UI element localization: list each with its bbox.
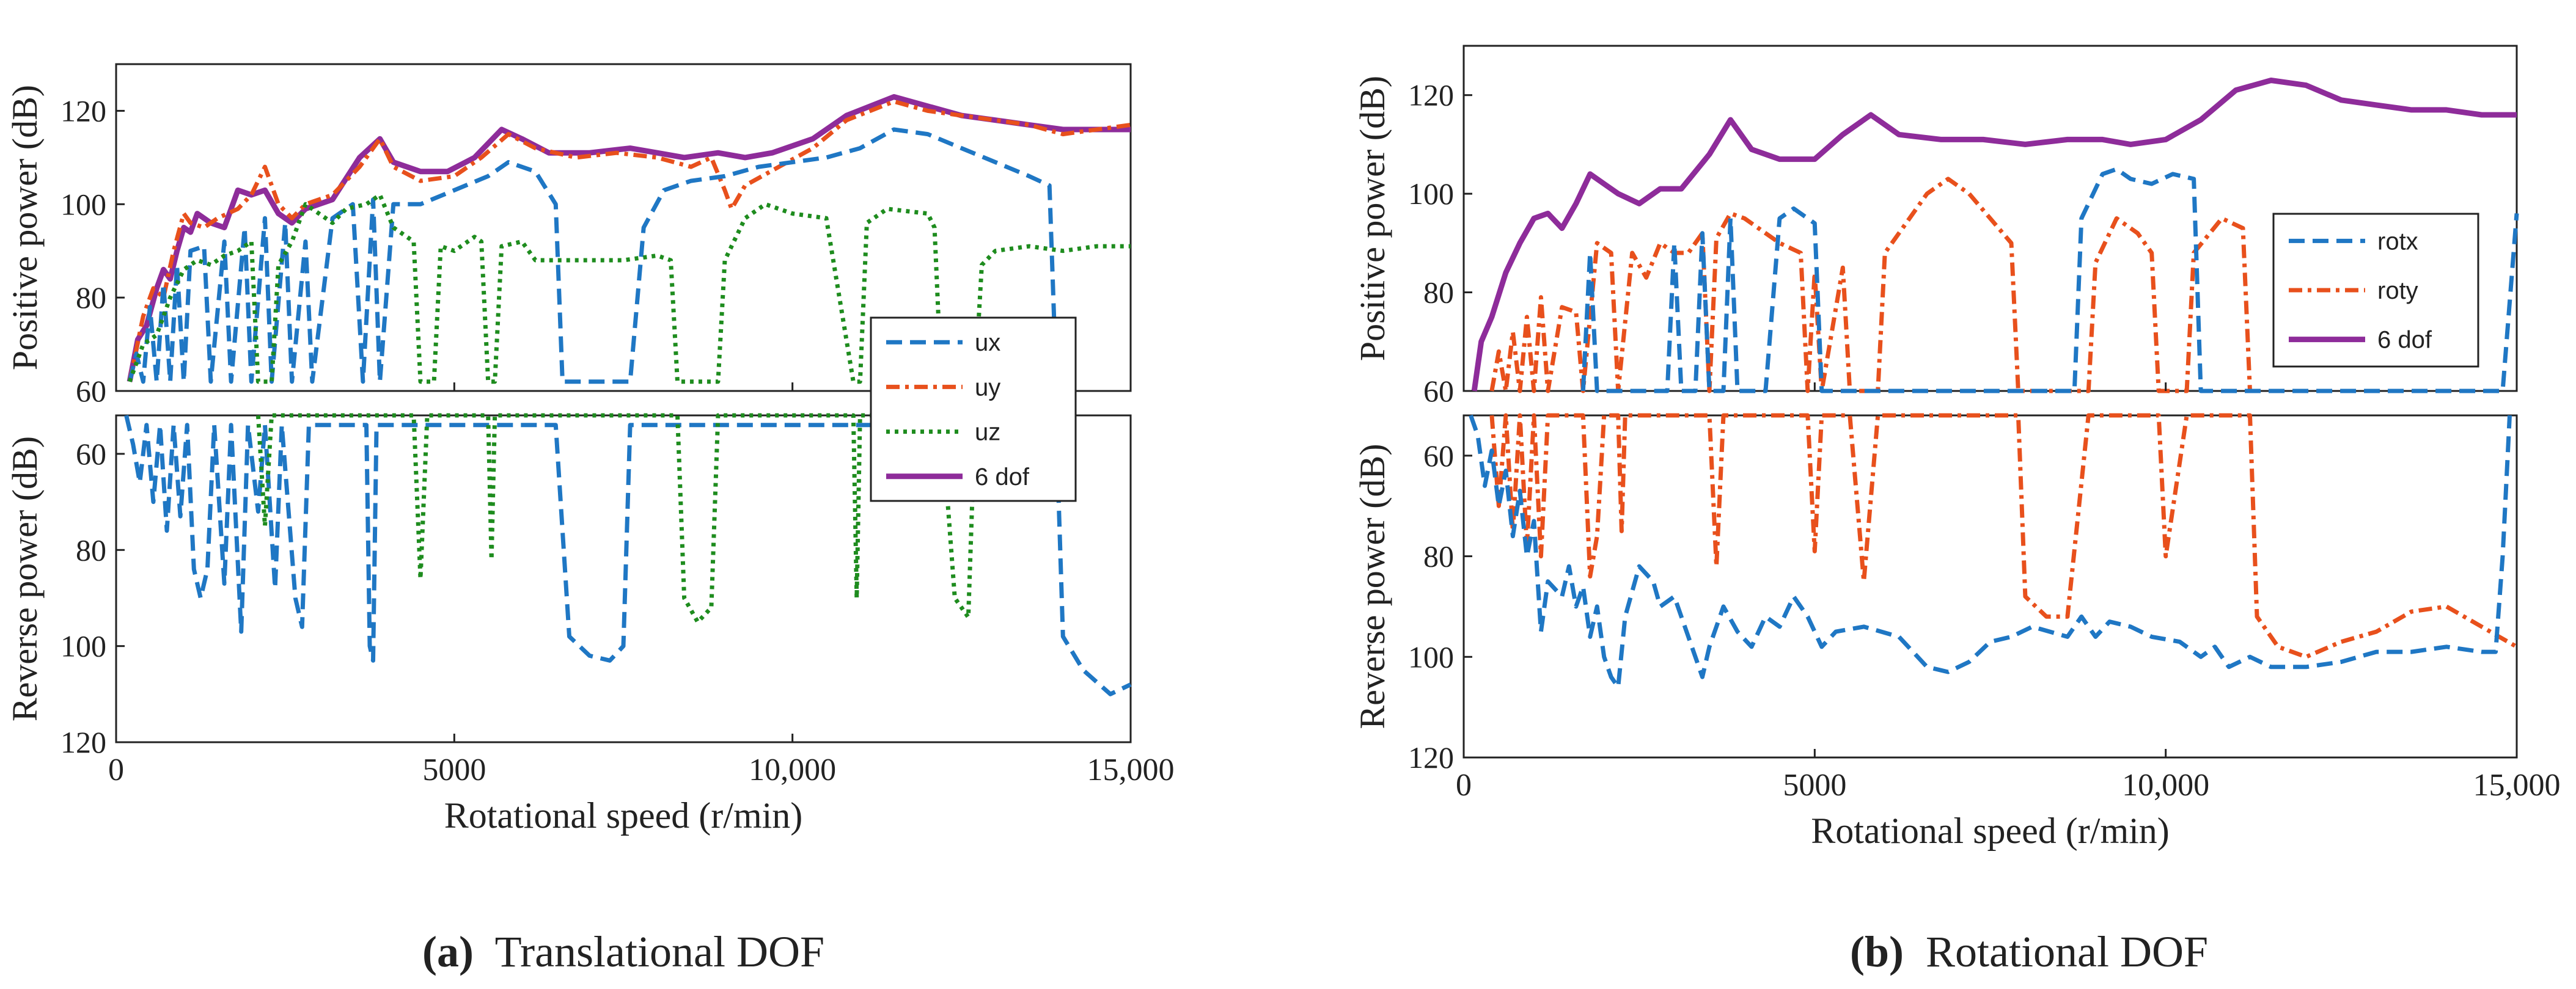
x-tick-label: 15,000 [2473,768,2561,803]
legend-label-rotx: rotx [2377,228,2418,255]
series-line-ux-top [127,127,1059,384]
bottom-y-tick-label: 100 [1408,640,1454,674]
legend-label-ux: ux [975,329,1000,356]
panel-a-bottom-ylabel: Reverse power (dB) [5,436,45,721]
series-line-roty-bottom [1489,413,2518,659]
bottom-y-tick-label: 120 [61,725,106,759]
series-line-uy-top [127,99,1131,382]
panel-a-legend: ux uy uz 6 dof [870,316,1077,502]
bottom-y-tick-label: 120 [1408,740,1454,775]
top-y-tick-label: 120 [61,93,106,128]
legend-box [870,316,1077,502]
x-tick-label: 0 [1456,768,1472,803]
panel-a: 0 5000 10,000 15,000 60 80 100 120 60 80 100 120 Po… [5,63,1175,976]
x-tick-label: 5000 [1783,768,1846,803]
panel-a-top-ylabel: Positive power (dB) [5,85,45,370]
panel-b-ticks: 0 5000 10,000 15,000 60 80 100 120 60 80 100 120 [1408,78,2561,803]
series-line-dof6-top [1471,78,2517,392]
bottom-y-tick-label: 80 [1423,539,1454,574]
legend-label-uz: uz [975,419,1000,446]
panel-a-top-plot-area [115,63,1132,392]
bottom-y-tick-label: 100 [61,629,106,663]
series-line-uz-top [127,192,1131,384]
x-tick-label: 0 [108,753,124,787]
top-y-tick-label: 80 [1423,276,1454,310]
panel-b-bottom-series [1469,413,2518,690]
bottom-y-tick-label: 80 [76,533,106,567]
legend-label-uy: uy [975,374,1000,401]
panel-a-caption-text: Translational DOF [495,927,824,976]
top-y-tick-label: 100 [1408,177,1454,211]
legend-label-dof6: 6 dof [975,464,1030,491]
panel-b-caption: (b) Rotational DOF [1850,927,2208,976]
top-y-tick-label: 120 [1408,78,1454,112]
legend-label-dof6: 6 dof [2377,327,2432,354]
x-tick-label: 15,000 [1087,753,1175,787]
panel-b-caption-letter: (b) [1850,927,1904,976]
panel-b-top-series [1471,78,2519,393]
bottom-y-tick-label: 60 [76,437,106,471]
panel-a-caption-letter: (a) [422,927,474,976]
top-y-tick-label: 60 [76,374,106,408]
panel-b-caption-text: Rotational DOF [1926,927,2208,976]
top-y-tick-label: 100 [61,187,106,221]
series-line-dof6-top [127,94,1131,382]
panel-b-bottom-ylabel: Reverse power (dB) [1352,443,1392,729]
bottom-y-tick-label: 60 [1423,439,1454,473]
legend-label-roty: roty [2377,277,2418,304]
series-line-ux-bottom [124,415,1132,696]
series-line-rotx-bottom [1469,414,2512,690]
x-tick-label: 10,000 [749,753,836,787]
top-y-tick-label: 80 [76,280,106,315]
panel-a-caption: (a) Translational DOF [422,927,824,976]
panel-b-top-ylabel: Positive power (dB) [1352,76,1392,361]
legend-box [2272,213,2479,368]
panel-a-top-series [127,94,1131,384]
panel-a-bottom-plot-area [115,414,1132,743]
panel-a-ticks: 0 5000 10,000 15,000 60 80 100 120 60 80 100 120 [61,93,1175,787]
x-tick-label: 5000 [422,753,486,787]
panel-a-xlabel: Rotational speed (r/min) [444,795,803,836]
panel-b-xlabel: Rotational speed (r/min) [1811,811,2170,851]
series-line-roty-top [1489,177,2252,393]
panel-b-legend: rotx roty 6 dof [2272,213,2479,368]
x-tick-label: 10,000 [2122,768,2209,803]
top-y-tick-label: 60 [1423,374,1454,408]
panel-b-bottom-plot-area [1462,414,2518,759]
panel-b: 0 5000 10,000 15,000 60 80 100 120 60 80 100 120 Po… [1352,45,2561,976]
